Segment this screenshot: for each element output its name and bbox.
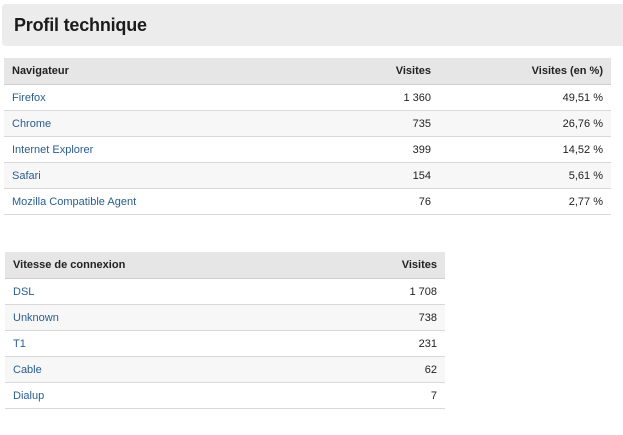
percent-cell: 5,61 % (439, 162, 611, 189)
connection-link-t1[interactable]: T1 (13, 337, 26, 350)
connection-cell: T1 (5, 330, 335, 357)
table-row: Mozilla Compatible Agent 76 2,77 % (4, 188, 611, 215)
visits-cell: 1 360 (334, 84, 439, 111)
visits-cell: 231 (335, 330, 445, 357)
percent-cell: 14,52 % (439, 136, 611, 163)
percent-cell: 2,77 % (439, 188, 611, 215)
browser-cell: Firefox (4, 84, 334, 111)
table-header-row: Navigateur Visites Visites (en %) (4, 58, 611, 85)
column-header-browser: Navigateur (4, 58, 334, 85)
connection-link-unknown[interactable]: Unknown (13, 311, 59, 324)
column-header-visits-percent: Visites (en %) (439, 58, 611, 85)
visits-cell: 76 (334, 188, 439, 215)
browser-cell: Chrome (4, 110, 334, 137)
connection-link-dialup[interactable]: Dialup (13, 389, 45, 402)
browser-cell: Safari (4, 162, 334, 189)
visits-cell: 62 (335, 356, 445, 383)
browser-link-internet-explorer[interactable]: Internet Explorer (12, 143, 94, 156)
table-row: Chrome 735 26,76 % (4, 110, 611, 137)
connection-speed-table: Vitesse de connexion Visites DSL 1 708 U… (5, 252, 445, 409)
visits-cell: 738 (335, 304, 445, 331)
browser-link-safari[interactable]: Safari (12, 169, 41, 182)
table-row: Dialup 7 (5, 382, 445, 409)
connection-link-cable[interactable]: Cable (13, 363, 42, 376)
page-header: Profil technique (2, 4, 623, 46)
column-header-connection-speed: Vitesse de connexion (5, 252, 335, 279)
browser-table: Navigateur Visites Visites (en %) Firefo… (4, 58, 611, 215)
percent-cell: 49,51 % (439, 84, 611, 111)
column-header-visits: Visites (334, 58, 439, 85)
table-row: Cable 62 (5, 356, 445, 383)
table-row: Firefox 1 360 49,51 % (4, 84, 611, 111)
table-row: DSL 1 708 (5, 278, 445, 305)
browser-link-mozilla-compatible-agent[interactable]: Mozilla Compatible Agent (12, 195, 137, 208)
visits-cell: 7 (335, 382, 445, 409)
connection-cell: Cable (5, 356, 335, 383)
connection-cell: DSL (5, 278, 335, 305)
column-header-visits: Visites (335, 252, 445, 279)
browser-cell: Mozilla Compatible Agent (4, 188, 334, 215)
page-title: Profil technique (14, 15, 147, 35)
table-header-row: Vitesse de connexion Visites (5, 252, 445, 279)
table-row: Internet Explorer 399 14,52 % (4, 136, 611, 163)
percent-cell: 26,76 % (439, 110, 611, 137)
visits-cell: 1 708 (335, 278, 445, 305)
connection-link-dsl[interactable]: DSL (13, 285, 35, 298)
table-row: Unknown 738 (5, 304, 445, 331)
browser-link-chrome[interactable]: Chrome (12, 117, 52, 130)
table-row: T1 231 (5, 330, 445, 357)
visits-cell: 735 (334, 110, 439, 137)
table-row: Safari 154 5,61 % (4, 162, 611, 189)
visits-cell: 154 (334, 162, 439, 189)
connection-cell: Unknown (5, 304, 335, 331)
connection-cell: Dialup (5, 382, 335, 409)
visits-cell: 399 (334, 136, 439, 163)
browser-link-firefox[interactable]: Firefox (12, 91, 46, 104)
browser-cell: Internet Explorer (4, 136, 334, 163)
